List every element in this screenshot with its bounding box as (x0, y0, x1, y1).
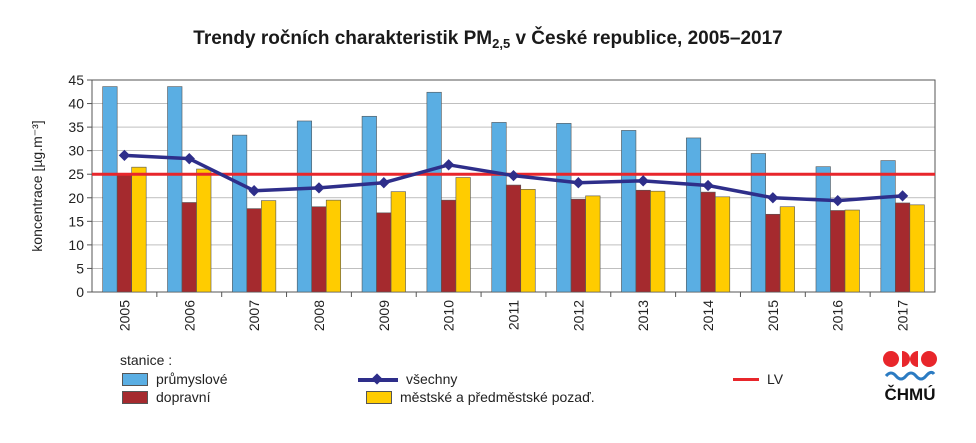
bar-prumyslove (167, 86, 183, 293)
chart-title-rest: v České republice, 2005–2017 (510, 28, 783, 49)
x-tick-label: 2016 (830, 300, 846, 331)
bar-dopravni (441, 199, 457, 293)
x-tick-label: 2012 (570, 300, 586, 331)
point-vsechny (572, 177, 585, 189)
point-vsechny (507, 169, 520, 182)
legend-item-vsechny: všechny (358, 371, 457, 387)
chart-title: Trendy ročních charakteristik PM2,5 v Če… (0, 28, 976, 51)
bar-prumyslove (815, 166, 831, 293)
y-tick-label: 45 (68, 72, 84, 88)
bar-mestske (650, 190, 666, 293)
y-tick-label: 20 (68, 190, 84, 206)
bar-dopravni (505, 184, 522, 293)
bar-prumyslove (296, 120, 313, 293)
legend-label-vsechny: všechny (406, 371, 458, 387)
legend-swatch-dopravni (122, 390, 148, 404)
legend-swatch-prumyslove (122, 372, 148, 386)
x-tick-label: 2006 (181, 300, 197, 331)
bar-dopravni (635, 189, 651, 293)
chart-title-subscript: 2,5 (492, 36, 511, 51)
point-vsechny (313, 182, 325, 194)
y-tick-label: 25 (68, 166, 84, 182)
y-tick-label: 5 (76, 260, 84, 276)
bar-dopravni (570, 198, 586, 293)
point-vsechny (442, 159, 455, 171)
bar-dopravni (376, 212, 392, 293)
chmu-logo-text: ČHMÚ (885, 385, 936, 404)
x-tick-label: 2014 (700, 300, 716, 331)
bar-dopravni (830, 210, 846, 293)
bar-prumyslove (102, 86, 118, 293)
x-tick-label: 2009 (376, 300, 392, 331)
y-axis-label: koncentrace [µg.m⁻³] (29, 120, 45, 251)
bar-prumyslove (685, 137, 702, 293)
bar-mestske (390, 191, 406, 293)
legend-swatch-lv (733, 373, 759, 386)
y-tick-label: 0 (76, 284, 84, 300)
x-tick-label: 2011 (506, 300, 522, 330)
bar-prumyslove (426, 91, 442, 293)
chart-title-main: Trendy ročních charakteristik PM (193, 28, 493, 49)
point-vsechny (183, 153, 195, 165)
bar-mestske (455, 177, 471, 293)
point-vsechny (118, 149, 131, 162)
legend-swatch-mestske (366, 390, 392, 404)
x-tick-label: 2007 (246, 300, 262, 331)
legend-label-dopravni: dopravní (156, 389, 211, 405)
bar-dopravni (246, 208, 262, 293)
bar-prumyslove (491, 122, 507, 293)
legend-item-prumyslove: průmyslové (122, 371, 228, 387)
y-tick-label: 10 (68, 237, 84, 253)
chmu-logo-icon: ČHMÚ (880, 348, 940, 408)
bar-prumyslove (232, 134, 248, 293)
x-tick-label: 2005 (116, 300, 132, 331)
bar-mestske (585, 195, 601, 293)
x-tick-label: 2008 (311, 300, 327, 331)
legend-item-mestske: městské a předměstské pozaď. (366, 389, 595, 405)
legend-swatch-vsechny (358, 372, 398, 386)
bar-mestske (196, 168, 212, 293)
legend-item-dopravni: dopravní (122, 389, 210, 405)
legend-item-lv: LV (733, 371, 783, 387)
bar-mestske (714, 196, 731, 293)
bar-mestske (325, 199, 342, 293)
bar-prumyslove (361, 115, 377, 293)
bar-mestske (520, 188, 536, 293)
point-vsechny (702, 179, 714, 192)
bar-dopravni (116, 174, 132, 293)
legend-label-lv: LV (767, 371, 784, 387)
point-vsechny (896, 190, 909, 202)
point-vsechny (248, 185, 260, 197)
bar-prumyslove (556, 123, 572, 293)
y-tick-label: 35 (68, 119, 84, 135)
point-vsechny (637, 175, 649, 187)
bar-mestske (261, 200, 277, 293)
y-tick-label: 15 (68, 213, 84, 229)
legend-heading: stanice : (120, 352, 173, 368)
legend-label-mestske: městské a předměstské pozaď. (400, 389, 595, 405)
bar-mestske (131, 166, 147, 293)
bar-prumyslove (621, 130, 637, 293)
bar-mestske (909, 204, 925, 293)
x-tick-label: 2015 (765, 300, 781, 331)
y-tick-label: 30 (68, 143, 84, 159)
bar-mestske (844, 209, 860, 293)
y-tick-label: 40 (68, 96, 84, 112)
bar-dopravni (311, 206, 327, 293)
legend-label-prumyslove: průmyslové (156, 371, 228, 387)
bar-mestske (779, 206, 795, 293)
x-tick-label: 2017 (895, 300, 911, 331)
bar-dopravni (895, 202, 911, 293)
x-tick-label: 2013 (635, 300, 651, 331)
bar-dopravni (765, 213, 781, 293)
point-vsechny (767, 192, 779, 204)
x-tick-label: 2010 (441, 300, 457, 331)
bar-prumyslove (880, 160, 896, 293)
point-vsechny (378, 177, 390, 189)
bar-dopravni (700, 191, 716, 293)
point-vsechny (832, 194, 844, 207)
bar-dopravni (181, 202, 197, 293)
